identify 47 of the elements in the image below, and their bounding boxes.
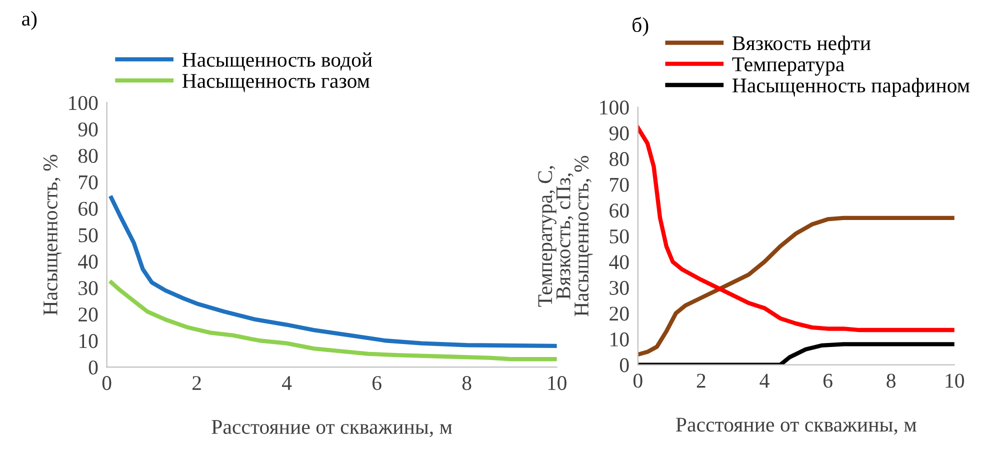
legend-label: Насыщенность водой [182, 52, 372, 71]
x-axis-title: Расстояние от скважины, м [212, 420, 452, 437]
y-axis-title: Температура, С, Вязкость, сПз, Насыщенность, % [538, 156, 593, 316]
x-tick-label: 0 [633, 374, 642, 388]
legend-label: Насыщенность газом [182, 74, 370, 92]
y-tick-label: 30 [610, 280, 629, 295]
x-tick-label: 4 [760, 374, 770, 388]
legend-label: Вязкость нефти [732, 36, 871, 54]
legend-label: Насыщенность парафином [732, 78, 970, 97]
y-tick-label: 0 [88, 360, 98, 375]
x-tick-label: 2 [696, 374, 706, 388]
y-tick-label: 90 [609, 126, 629, 140]
x-tick-label: 2 [192, 376, 201, 390]
y-tick-label: 30 [78, 281, 98, 296]
y-tick-label: 50 [78, 228, 98, 242]
y-tick-label: 40 [609, 255, 629, 270]
x-tick-label: 6 [823, 374, 832, 388]
y-tick-label: 80 [610, 152, 629, 166]
chart-title: а) [22, 11, 37, 30]
y-tick-label: 100 [600, 100, 629, 115]
x-tick-label: 4 [282, 376, 292, 390]
y-tick-label: 60 [78, 202, 98, 216]
x-tick-label: 10 [946, 374, 964, 388]
y-tick-label: 0 [620, 358, 629, 372]
y-tick-label: 50 [610, 229, 629, 244]
y-tick-label: 60 [610, 204, 629, 218]
x-axis-title: Расстояние от скважины, м [676, 418, 916, 435]
line-series [638, 216, 954, 357]
y-tick-label: 40 [78, 254, 98, 269]
chart-title: б) [632, 16, 648, 36]
y-tick-label: 70 [610, 178, 629, 192]
line-series [638, 126, 954, 332]
y-tick-label: 80 [78, 148, 98, 163]
y-tick-label: 20 [610, 306, 629, 321]
x-tick-label: 0 [102, 376, 112, 390]
y-tick-label: 90 [78, 122, 98, 136]
x-tick-label: 10 [548, 376, 566, 390]
y-tick-label: 100 [69, 96, 98, 110]
legend-label: Температура [732, 58, 844, 76]
x-tick-label: 6 [372, 376, 382, 390]
y-axis-title: Насыщенность, % [43, 154, 62, 316]
y-tick-label: 20 [78, 308, 98, 322]
y-tick-label: 70 [79, 175, 98, 190]
x-tick-label: 8 [462, 376, 472, 390]
y-tick-label: 10 [79, 334, 98, 348]
x-tick-label: 8 [886, 374, 896, 388]
y-tick-label: 10 [610, 332, 629, 346]
